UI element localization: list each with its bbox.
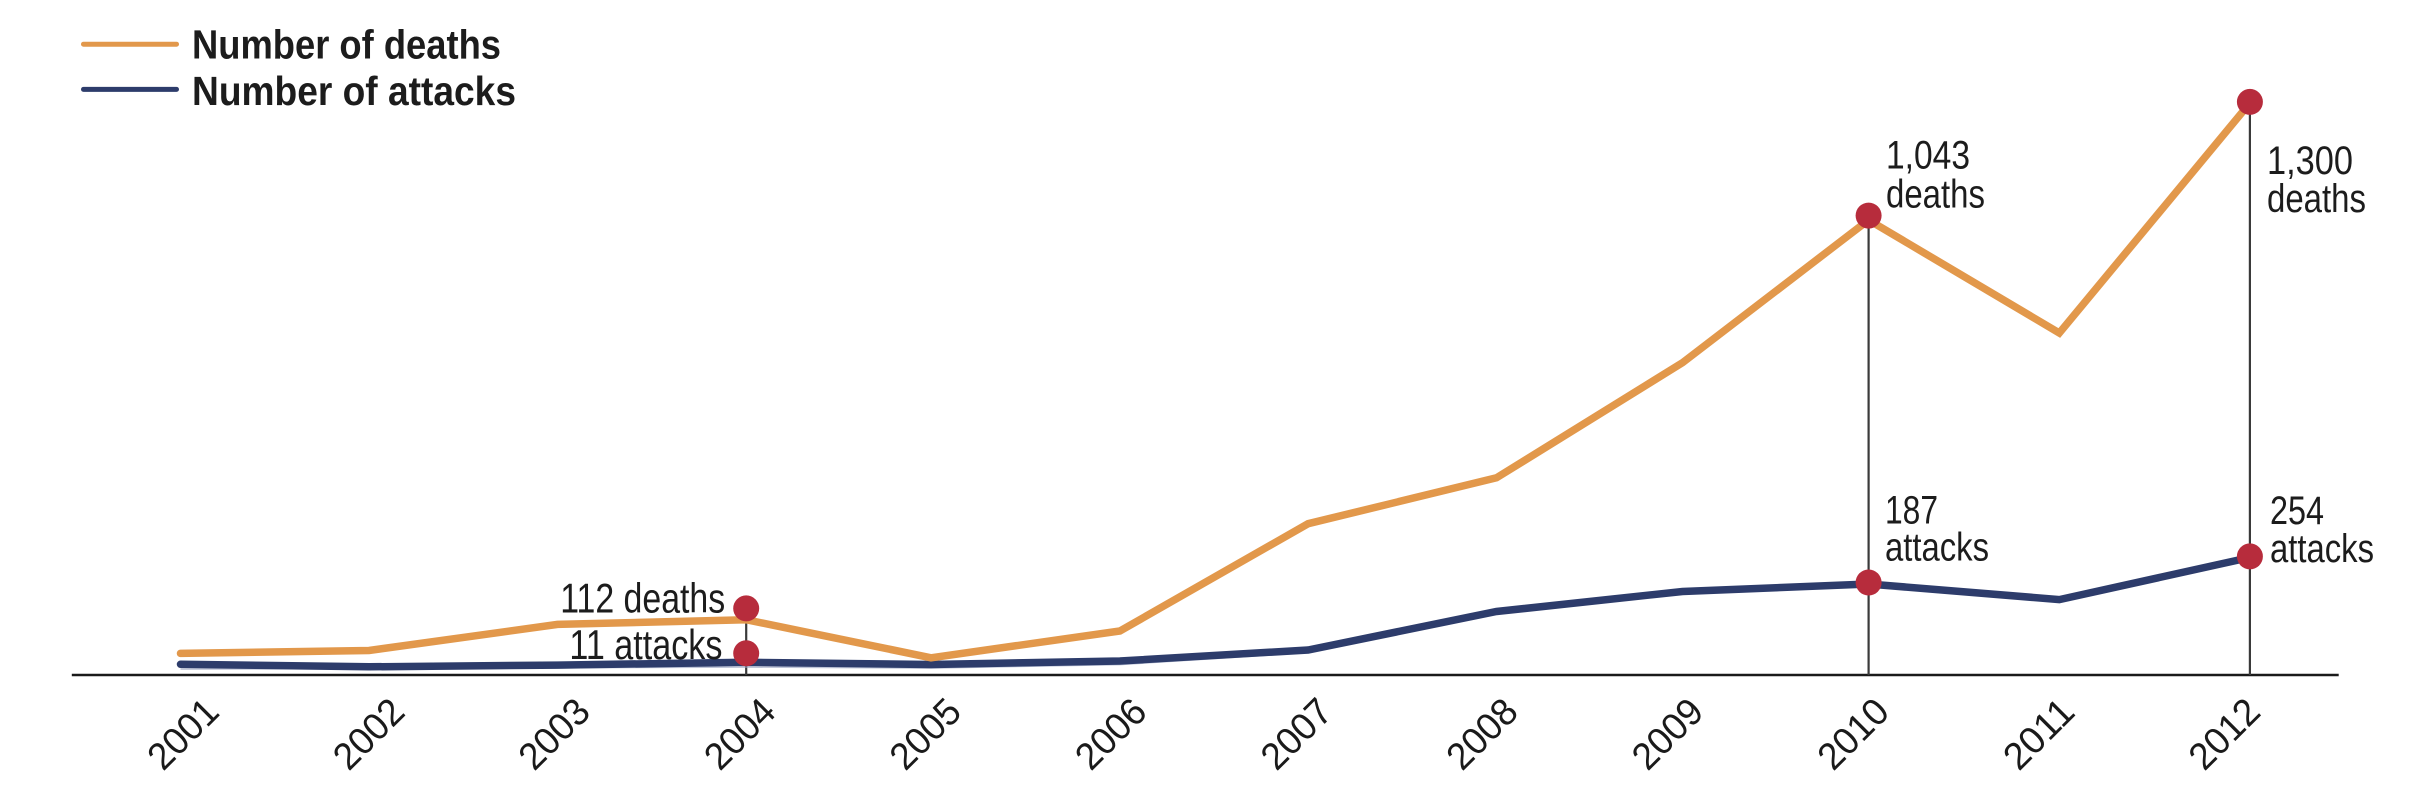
svg-text:254: 254 [2270, 489, 2324, 533]
svg-text:Number of attacks: Number of attacks [192, 68, 516, 114]
svg-text:deaths: deaths [2267, 177, 2366, 221]
svg-text:attacks: attacks [2270, 527, 2374, 571]
svg-text:1,043: 1,043 [1886, 134, 1970, 178]
svg-text:1,300: 1,300 [2267, 139, 2353, 183]
svg-text:Number of deaths: Number of deaths [192, 22, 501, 68]
svg-text:187: 187 [1885, 489, 1938, 533]
svg-text:deaths: deaths [1886, 172, 1985, 216]
svg-text:attacks: attacks [1885, 526, 1989, 570]
svg-text:112 deaths: 112 deaths [560, 575, 725, 622]
svg-text:11 attacks: 11 attacks [569, 621, 722, 668]
